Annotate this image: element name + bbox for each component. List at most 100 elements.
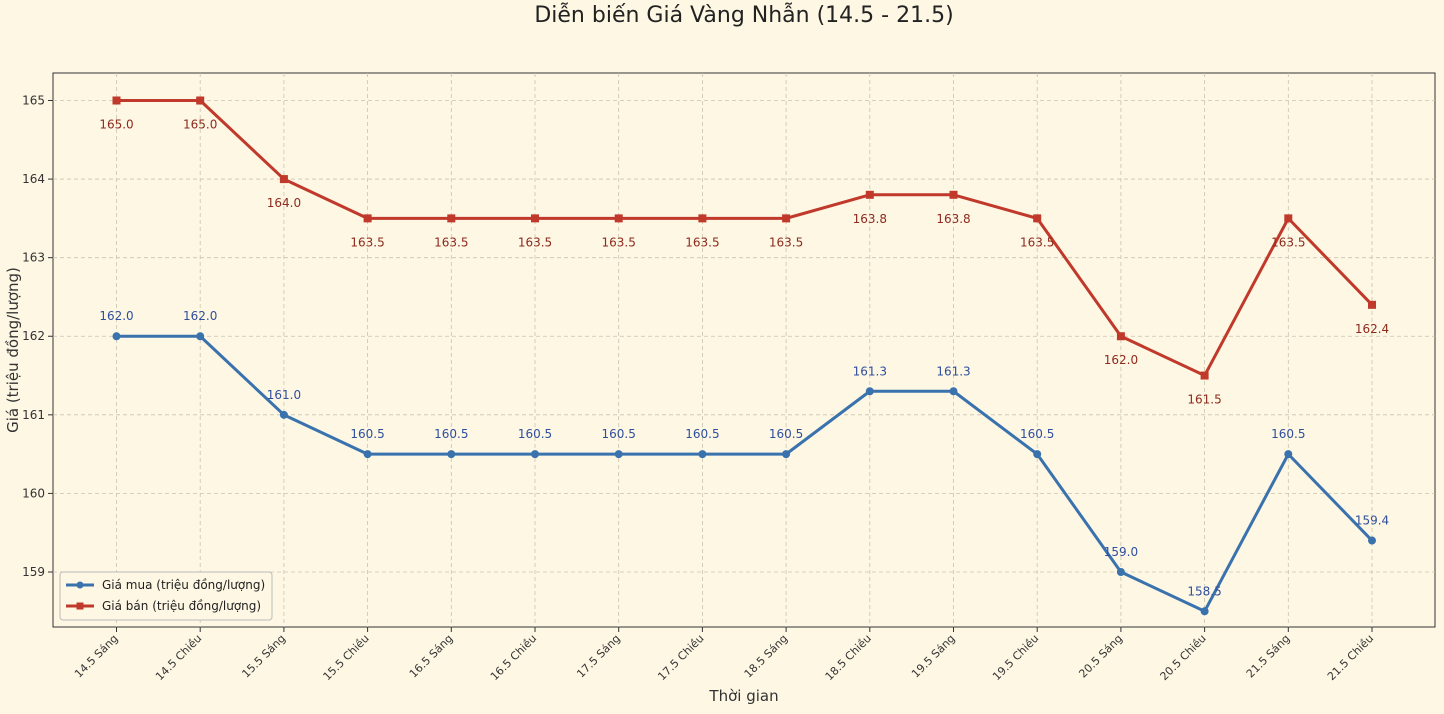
data-point-buy [949, 387, 958, 396]
data-label: 163.5 [350, 235, 384, 249]
x-tick-label: 14.5 Chiều [153, 632, 204, 683]
data-point-sell [363, 214, 372, 223]
x-tick-label: 16.5 Sáng [407, 632, 456, 681]
data-point-sell [949, 190, 958, 199]
data-point-buy [698, 450, 707, 459]
data-label: 163.5 [1271, 235, 1305, 249]
data-point-sell [531, 214, 539, 223]
data-point-buy [614, 450, 623, 459]
x-tick-label: 21.5 Chiều [1325, 632, 1376, 683]
data-point-sell [865, 190, 874, 199]
data-point-sell [1284, 214, 1293, 223]
data-label: 160.5 [1020, 427, 1054, 441]
data-point-buy [363, 450, 372, 459]
data-label: 162.4 [1355, 322, 1389, 336]
y-tick-label: 159 [22, 565, 45, 579]
data-label: 160.5 [434, 427, 468, 441]
data-label: 162.0 [1104, 353, 1138, 367]
x-tick-label: 14.5 Sáng [72, 632, 121, 681]
data-point-buy [279, 410, 288, 419]
data-label: 164.0 [267, 196, 301, 210]
series-layer [112, 96, 1376, 616]
data-labels: 162.0 162.0 161.0 160.5 160.5 160.5 160.5 160.5… [99, 118, 1389, 599]
data-label: 160.5 [602, 427, 636, 441]
data-point-sell [698, 214, 707, 223]
series-line-0 [116, 334, 1374, 613]
data-label: 165.0 [99, 118, 133, 132]
y-axis-label: Giá (triệu đồng/lượng) [4, 267, 22, 433]
data-point-sell [112, 96, 121, 105]
x-tick-label: 19.5 Sáng [909, 632, 958, 681]
x-tick-label: 17.5 Chiều [655, 632, 706, 683]
data-label: 158.5 [1187, 584, 1221, 598]
x-tick-label: 17.5 Sáng [574, 632, 623, 681]
x-tick-label: 18.5 Chiều [823, 632, 874, 683]
x-tick-label: 21.5 Sáng [1244, 632, 1293, 681]
data-point-sell [1116, 332, 1125, 341]
data-point-sell [196, 96, 205, 105]
x-tick-label: 15.5 Chiều [321, 632, 372, 683]
x-axis-ticks: 14.5 Sáng 14.5 Chiều 15.5 Sáng 15.5 Chiều 16… [72, 627, 1376, 683]
data-point-buy [1284, 450, 1293, 459]
data-label: 163.5 [602, 235, 636, 249]
data-point-buy [196, 332, 205, 341]
data-point-buy [1033, 450, 1042, 459]
x-tick-label: 19.5 Chiều [990, 632, 1041, 683]
legend: Giá mua (triệu đồng/lượng) Giá bán (triệ… [59, 571, 273, 621]
data-label: 163.8 [853, 212, 887, 226]
data-point-sell [782, 214, 791, 223]
data-point-buy [865, 387, 874, 396]
x-tick-label: 16.5 Chiều [488, 632, 539, 683]
data-point-sell [447, 214, 456, 223]
data-label: 161.3 [936, 364, 970, 378]
data-label: 163.5 [434, 235, 468, 249]
data-label: 160.5 [685, 427, 719, 441]
legend-box [59, 571, 273, 621]
data-label: 165.0 [183, 118, 217, 132]
data-point-sell [1368, 300, 1376, 309]
data-point-sell [614, 214, 623, 223]
data-point-buy [1200, 607, 1209, 616]
y-tick-label: 162 [22, 329, 45, 343]
data-label: 162.0 [99, 309, 133, 323]
chart-title: Diễn biến Giá Vàng Nhẫn (14.5 - 21.5) [534, 2, 953, 28]
data-point-buy [531, 450, 539, 459]
data-label: 159.4 [1355, 514, 1389, 528]
data-label: 163.5 [685, 235, 719, 249]
data-point-sell [1200, 371, 1209, 380]
data-label: 161.0 [267, 388, 301, 402]
legend-marker-sell [76, 602, 84, 610]
data-label: 160.5 [1271, 427, 1305, 441]
data-point-buy [1368, 536, 1376, 545]
y-tick-label: 160 [22, 486, 45, 500]
data-label: 162.0 [183, 309, 217, 323]
data-label: 160.5 [350, 427, 384, 441]
legend-marker-buy [76, 581, 84, 589]
data-point-buy [1116, 567, 1125, 576]
y-axis-ticks: 159 160 161 162 163 164 165 [22, 94, 53, 579]
y-tick-label: 161 [22, 408, 45, 422]
data-label: 161.5 [1187, 393, 1221, 407]
data-point-sell [1033, 214, 1042, 223]
data-point-buy [112, 332, 121, 341]
data-label: 163.8 [936, 212, 970, 226]
data-point-buy [782, 450, 791, 459]
data-point-sell [279, 175, 288, 184]
series-line-1 [116, 99, 1374, 378]
x-tick-label: 20.5 Sáng [1076, 632, 1125, 681]
x-tick-label: 18.5 Sáng [742, 632, 791, 681]
data-label: 160.5 [769, 427, 803, 441]
y-tick-label: 163 [22, 251, 45, 265]
data-label: 163.5 [1020, 235, 1054, 249]
grid-lines [53, 73, 1435, 627]
legend-label-buy: Giá mua (triệu đồng/lượng) [102, 578, 265, 592]
legend-label-sell: Giá bán (triệu đồng/lượng) [102, 599, 261, 613]
y-tick-label: 165 [22, 94, 45, 108]
data-point-buy [447, 450, 456, 459]
x-tick-label: 15.5 Sáng [239, 632, 288, 681]
data-label: 161.3 [853, 364, 887, 378]
y-tick-label: 164 [22, 172, 45, 186]
data-label: 160.5 [518, 427, 552, 441]
